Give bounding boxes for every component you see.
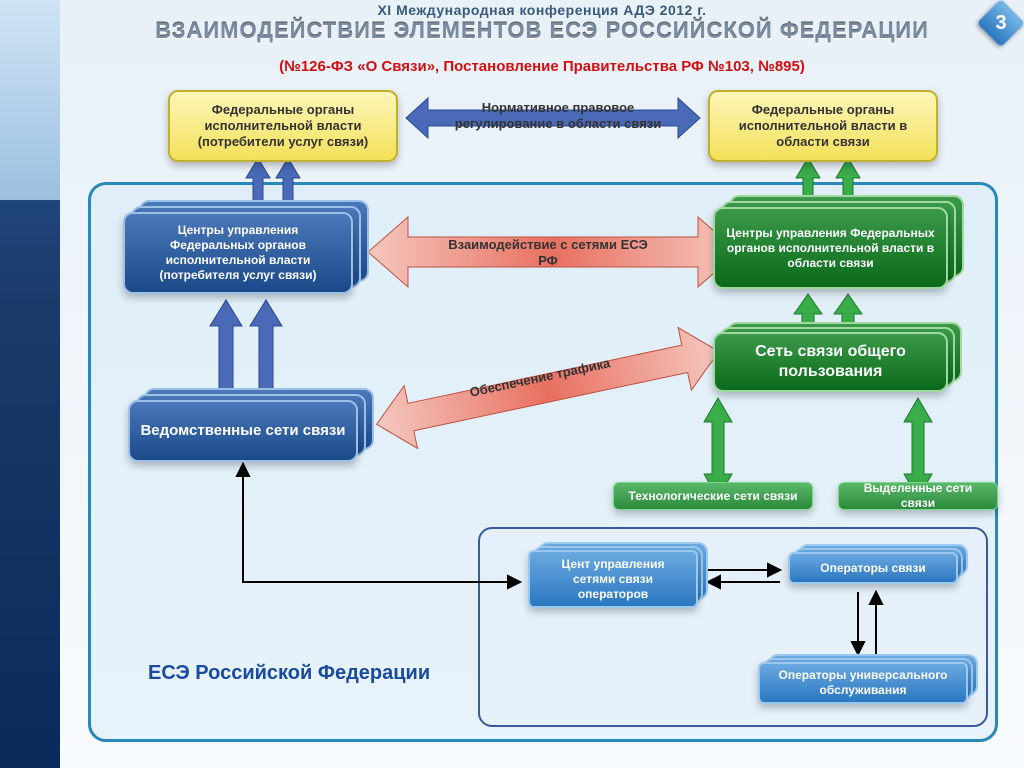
conference-line: XI Международная конференция АДЭ 2012 г. bbox=[60, 0, 1024, 18]
dept-net-stack: Ведомственные сети связи bbox=[128, 400, 358, 462]
center-right-stack: Центры управления Федеральных органов ис… bbox=[713, 207, 948, 289]
slide: 3 XI Международная конференция АДЭ 2012 … bbox=[0, 0, 1024, 768]
fed-consumer-box: Федеральные органы исполнительной власти… bbox=[168, 90, 398, 162]
tech-net-box: Технологические сети связи bbox=[613, 482, 813, 510]
public-net-stack: Сеть связи общего пользования bbox=[713, 332, 948, 392]
slide-header: XI Международная конференция АДЭ 2012 г.… bbox=[60, 0, 1024, 55]
regulation-label: Нормативное правовое регулирование в обл… bbox=[448, 100, 668, 133]
slide-title: ВЗАИМОДЕЙСТВИЕ ЭЛЕМЕНТОВ ЕСЭ РОССИЙСКОЙ … bbox=[60, 18, 1024, 44]
left-decoration-bar bbox=[0, 0, 60, 768]
diagram-canvas: Федеральные органы исполнительной власти… bbox=[68, 82, 1012, 756]
ese-label: ЕСЭ Российской Федерации bbox=[148, 662, 430, 685]
universal-stack: Операторы универсального обслуживания bbox=[758, 662, 968, 704]
dedicated-net-box: Выделенные сети связи bbox=[838, 482, 998, 510]
interact-label: Взаимодействие с сетями ЕСЭ РФ bbox=[448, 237, 648, 270]
center-left-stack: Центры управления Федеральных органов ис… bbox=[123, 212, 353, 294]
operators-stack: Операторы связи bbox=[788, 552, 958, 584]
op-center-stack: Цент управления сетями связи операторов bbox=[528, 550, 698, 608]
subtitle: (№126-ФЗ «О Связи», Постановление Правит… bbox=[60, 58, 1024, 75]
fed-comm-box: Федеральные органы исполнительной власти… bbox=[708, 90, 938, 162]
